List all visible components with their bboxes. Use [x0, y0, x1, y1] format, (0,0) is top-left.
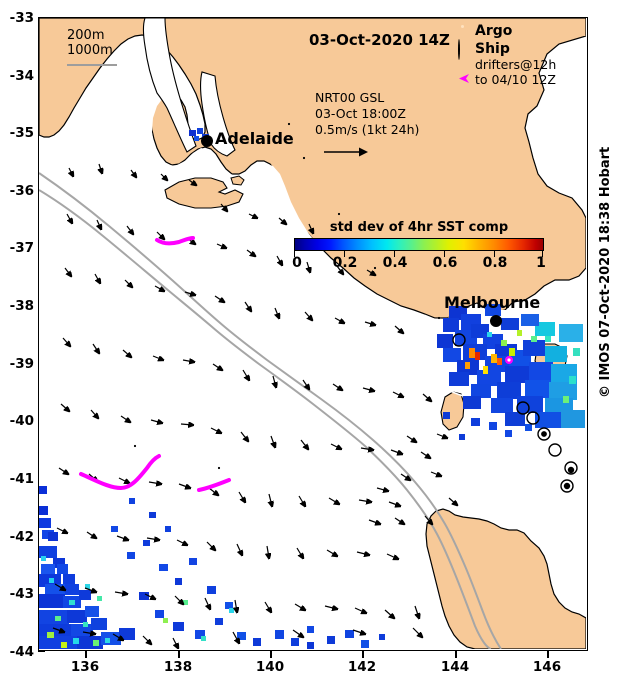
colorbar-tick-label: 0.6 — [432, 255, 458, 271]
x-axis-tick — [547, 651, 549, 658]
isobath-1000m-label: 1000m — [67, 43, 113, 58]
product-info-block: NRT00 GSL 03-Oct 18:00Z 0.5m/s (1kt 24h) — [315, 90, 419, 138]
colorbar-tick — [443, 251, 445, 257]
y-tick-label: -35 — [9, 125, 34, 141]
y-tick-label: -37 — [9, 240, 34, 256]
colorbar-tick-label: 1 — [536, 255, 546, 271]
copyright-notice: © IMOS 07-Oct-2020 18:38 Hobart — [598, 146, 613, 398]
x-axis-tick — [270, 651, 272, 658]
colorbar-tick — [393, 251, 395, 257]
colorbar-gradient — [294, 238, 544, 251]
x-tick-label: 140 — [255, 659, 285, 675]
city-marker-melbourne — [490, 315, 502, 327]
y-tick-label: -36 — [9, 183, 34, 199]
sst-patch-mid — [275, 626, 385, 649]
land-nub-small — [230, 175, 245, 186]
isobath-legend-line — [67, 64, 117, 66]
drifter-track-1 — [155, 236, 195, 246]
sst-patch-bass-strait — [437, 304, 585, 428]
legend-row-ship: Ship — [457, 38, 556, 60]
legend-row-drifters-1: drifters@12h — [457, 57, 556, 72]
legend-label-drifters-end: to 04/10 12Z — [475, 72, 556, 87]
argo-floats — [505, 356, 513, 364]
ship-positions — [452, 333, 578, 493]
colorbar-tick-labels: 0 0.2 0.4 0.6 0.8 1 — [292, 255, 546, 273]
x-tick-label: 146 — [532, 659, 562, 675]
legend-label-ship: Ship — [475, 41, 510, 57]
argo-icon — [457, 22, 475, 41]
colorbar-title: std dev of 4hr SST comp — [329, 220, 509, 235]
colorbar-tick-label: 0.2 — [332, 255, 358, 271]
drifter-tracks — [79, 236, 231, 492]
y-tick-label: -43 — [9, 586, 34, 602]
map-graphic — [39, 18, 586, 649]
spencer-gulf — [142, 18, 197, 153]
colorbar-tick-label: 0.4 — [382, 255, 408, 271]
isobath-1000m — [39, 189, 492, 649]
coast-detail-layer — [39, 90, 586, 649]
x-axis-tick — [362, 651, 364, 658]
y-tick-label: -34 — [9, 68, 34, 84]
colorbar[interactable]: std dev of 4hr SST comp 0 0.2 0.4 0.6 0.… — [292, 220, 546, 273]
drifter-track-3 — [197, 478, 231, 492]
y-tick-label: -44 — [9, 644, 34, 660]
y-tick-label: -42 — [9, 529, 34, 545]
map-plot-area[interactable]: 200m 1000m 03-Oct-2020 14Z NRT00 GSL 03-… — [38, 17, 588, 651]
x-tick-label: 142 — [347, 659, 377, 675]
y-tick-label: -38 — [9, 298, 34, 314]
legend-row-argo: Argo — [457, 23, 556, 39]
x-tick-label: 144 — [440, 659, 470, 675]
colorbar-tick-label: 0 — [292, 255, 302, 271]
city-marker-adelaide — [201, 135, 213, 147]
product-name-label: NRT00 GSL — [315, 90, 385, 105]
colorbar-tick-label: 0.8 — [482, 255, 508, 271]
y-tick-label: -39 — [9, 356, 34, 372]
legend-label-argo: Argo — [475, 23, 513, 39]
tasmania — [425, 508, 586, 649]
y-tick-label: -33 — [9, 10, 34, 26]
colorbar-tick — [343, 251, 345, 257]
x-axis-tick — [85, 651, 87, 658]
bathymetry-scale-legend: 200m 1000m — [67, 28, 113, 58]
colorbar-tick — [493, 251, 495, 257]
isobath-contours — [39, 172, 502, 649]
ship-icon — [457, 38, 475, 60]
sst-patch-scattered-southwest — [111, 498, 261, 646]
vector-scale-label: 0.5m/s (1kt 24h) — [315, 122, 420, 137]
x-axis-tick — [455, 651, 457, 658]
isobath-200m-label: 200m — [67, 28, 105, 43]
x-axis-tick — [178, 651, 180, 658]
sst-patch-isolated — [443, 412, 532, 440]
city-label-melbourne: Melbourne — [444, 293, 541, 312]
drifter-track-2 — [79, 454, 161, 491]
y-tick-label: -40 — [9, 413, 34, 429]
sst-stddev-heatmap — [39, 128, 585, 649]
y-tick-label: -41 — [9, 471, 34, 487]
marker-legend: Argo Ship drifters@12h to 04/10 12Z — [457, 23, 556, 87]
colorbar-tick — [294, 251, 296, 257]
drifter-arrow-icon — [457, 70, 475, 89]
x-tick-label: 136 — [70, 659, 100, 675]
ocean-bight — [39, 90, 586, 649]
city-label-adelaide: Adelaide — [215, 129, 294, 148]
isobath-200m — [39, 172, 502, 649]
legend-label-drifters: drifters@12h — [475, 57, 557, 72]
vector-scale-arrow-icon — [324, 147, 368, 157]
ocean-current-vectors — [52, 122, 457, 648]
product-time-label: 03-Oct 18:00Z — [315, 106, 406, 121]
legend-row-drifters-2: to 04/10 12Z — [457, 72, 556, 87]
kangaroo-island — [164, 177, 244, 209]
colorbar-tick — [542, 251, 544, 257]
map-date-title: 03-Oct-2020 14Z — [309, 31, 450, 49]
x-tick-label: 138 — [163, 659, 193, 675]
